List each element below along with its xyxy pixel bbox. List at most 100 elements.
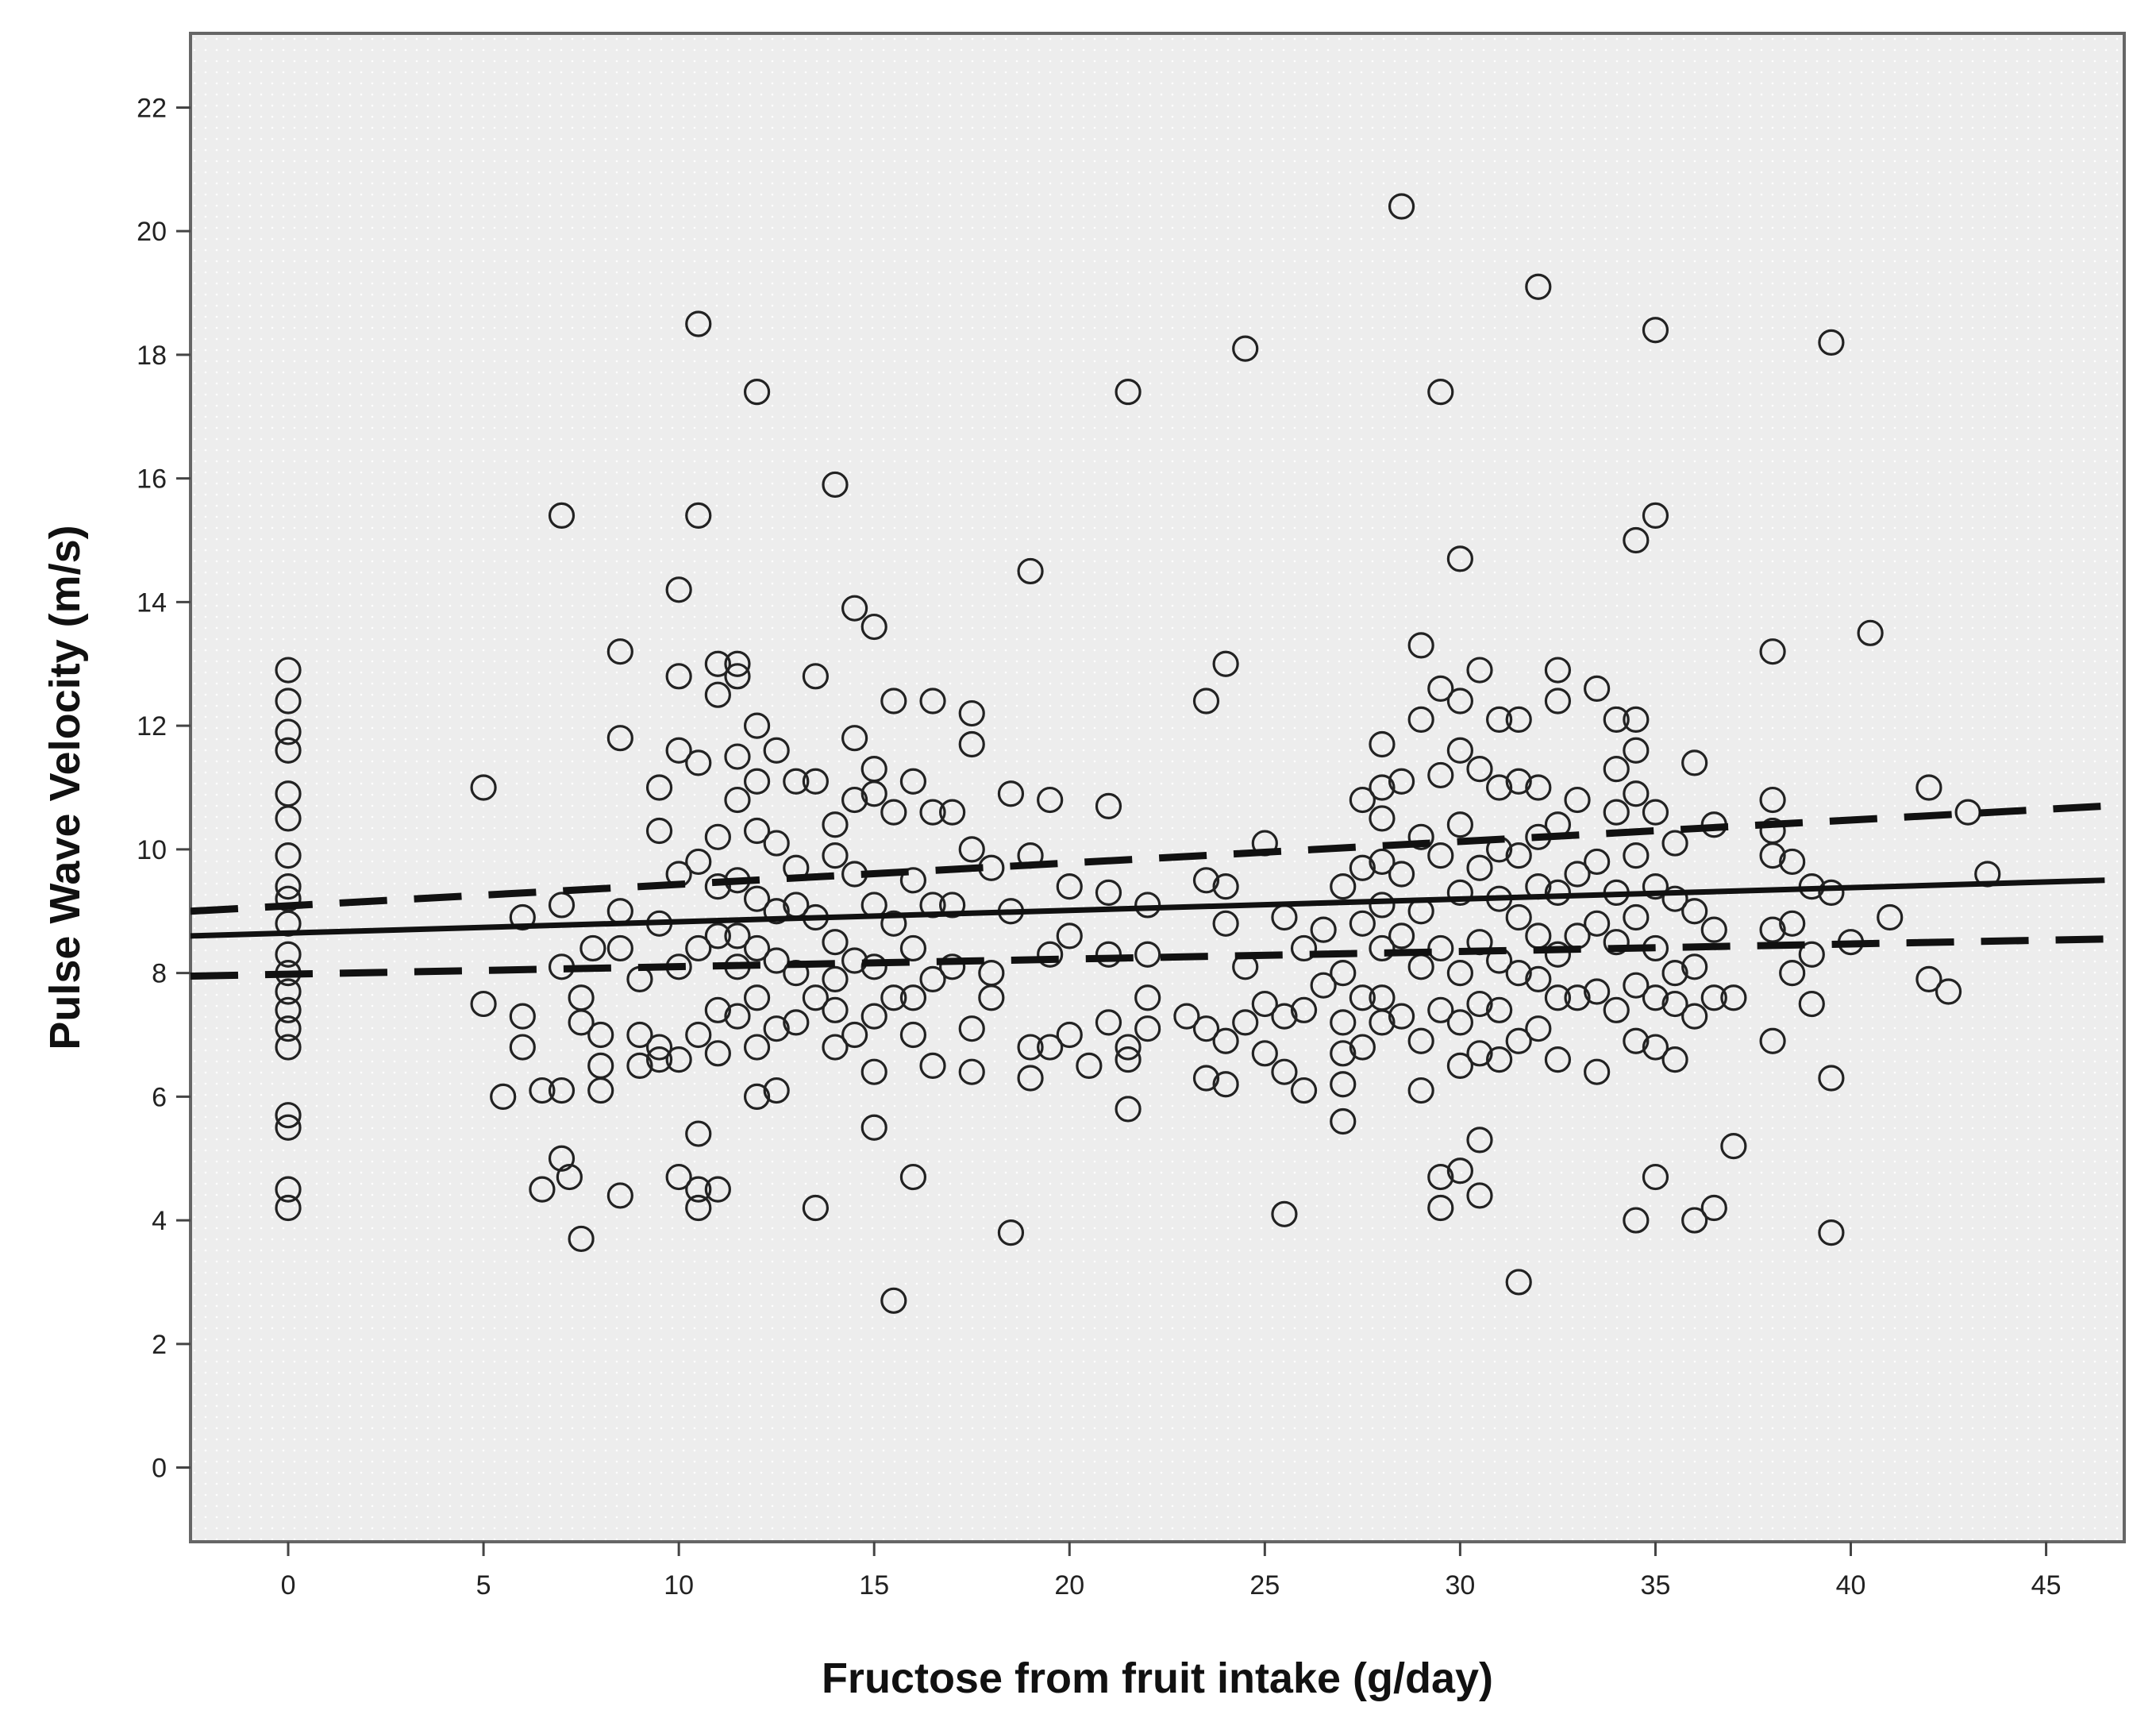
- data-point: [1369, 730, 1396, 758]
- data-point: [1407, 823, 1434, 850]
- data-point: [1798, 941, 1825, 968]
- data-point: [763, 1015, 790, 1042]
- data-point: [470, 774, 497, 801]
- data-point: [1759, 842, 1786, 869]
- data-point: [880, 984, 907, 1011]
- data-point: [1056, 872, 1083, 900]
- data-point: [1525, 273, 1552, 300]
- data-point: [822, 965, 849, 992]
- data-point: [1915, 774, 1942, 801]
- data-point: [1603, 929, 1630, 956]
- data-point: [1544, 1046, 1572, 1073]
- data-point: [1466, 1040, 1493, 1067]
- data-point: [841, 1021, 868, 1049]
- data-point: [1486, 706, 1513, 733]
- regression-line: [191, 877, 2105, 939]
- data-point: [1661, 885, 1688, 912]
- data-point: [783, 1009, 810, 1036]
- data-point: [1505, 903, 1532, 931]
- data-point: [743, 885, 771, 912]
- data-point: [939, 953, 966, 980]
- data-point: [1192, 688, 1220, 715]
- data-point: [1486, 1046, 1513, 1073]
- data-point: [919, 688, 946, 715]
- data-point: [1192, 1065, 1220, 1092]
- data-point: [1564, 861, 1591, 888]
- data-point: [606, 934, 633, 962]
- data-point: [822, 471, 849, 499]
- x-tick-label: 35: [1641, 1570, 1671, 1601]
- data-point: [1642, 872, 1669, 900]
- data-point: [1427, 934, 1454, 962]
- data-point: [587, 1077, 614, 1104]
- data-point: [1251, 990, 1278, 1018]
- data-point: [1369, 848, 1396, 876]
- data-point: [743, 1083, 771, 1110]
- data-point: [579, 934, 606, 962]
- data-point: [1720, 1133, 1747, 1160]
- data-point: [1720, 984, 1747, 1011]
- data-point: [704, 823, 731, 850]
- data-point: [1818, 329, 1845, 356]
- fit-lines: [191, 802, 2105, 980]
- data-point: [704, 872, 731, 900]
- data-point: [275, 688, 302, 715]
- data-point: [1779, 910, 1806, 937]
- data-point: [704, 923, 731, 950]
- data-point: [685, 502, 712, 529]
- data-point: [1779, 960, 1806, 987]
- y-axis-title: Pulse Wave Velocity (m/s): [41, 525, 89, 1050]
- data-point: [958, 1058, 985, 1085]
- data-point: [1446, 960, 1473, 987]
- data-point: [490, 1083, 517, 1110]
- data-point: [1486, 996, 1513, 1023]
- data-point: [704, 1040, 731, 1067]
- data-point: [724, 650, 751, 677]
- data-point: [1388, 193, 1415, 220]
- data-point: [1271, 1003, 1298, 1030]
- data-point: [1584, 848, 1611, 876]
- data-point: [685, 310, 712, 337]
- data-point: [1564, 786, 1591, 814]
- data-point: [509, 903, 536, 931]
- data-point: [1603, 799, 1630, 826]
- data-point: [743, 712, 771, 739]
- data-point: [1407, 632, 1434, 659]
- data-point: [1798, 990, 1825, 1018]
- data-point: [802, 1194, 829, 1222]
- data-point: [1115, 1034, 1142, 1061]
- data-point: [1192, 1015, 1220, 1042]
- data-point: [275, 718, 302, 745]
- data-point: [860, 780, 887, 807]
- data-point: [665, 576, 692, 603]
- data-point: [1427, 675, 1454, 703]
- data-point: [1290, 934, 1318, 962]
- data-point: [763, 898, 790, 925]
- data-point: [1642, 984, 1669, 1011]
- data-point: [1251, 1040, 1278, 1067]
- data-point: [568, 1009, 595, 1036]
- data-point: [899, 768, 927, 795]
- data-point: [1232, 335, 1259, 362]
- data-point: [704, 650, 731, 677]
- data-point: [1407, 1027, 1434, 1054]
- confidence-upper-line: [191, 802, 2105, 915]
- data-point: [568, 1225, 595, 1253]
- data-point: [1349, 786, 1376, 814]
- data-point: [275, 657, 302, 684]
- data-point: [1779, 848, 1806, 876]
- data-point: [997, 1219, 1025, 1246]
- data-point: [1369, 774, 1396, 801]
- x-tick-label: 45: [2031, 1570, 2062, 1601]
- y-tick-label: 16: [137, 464, 167, 495]
- data-point: [704, 1176, 731, 1203]
- data-point: [743, 1034, 771, 1061]
- data-point: [509, 1034, 536, 1061]
- data-point: [899, 934, 927, 962]
- data-point: [1271, 1058, 1298, 1085]
- x-tick-label: 40: [1836, 1570, 1866, 1601]
- y-tick-label: 2: [152, 1330, 167, 1360]
- data-point: [1037, 941, 1064, 968]
- data-point: [1603, 996, 1630, 1023]
- data-point: [1603, 756, 1630, 783]
